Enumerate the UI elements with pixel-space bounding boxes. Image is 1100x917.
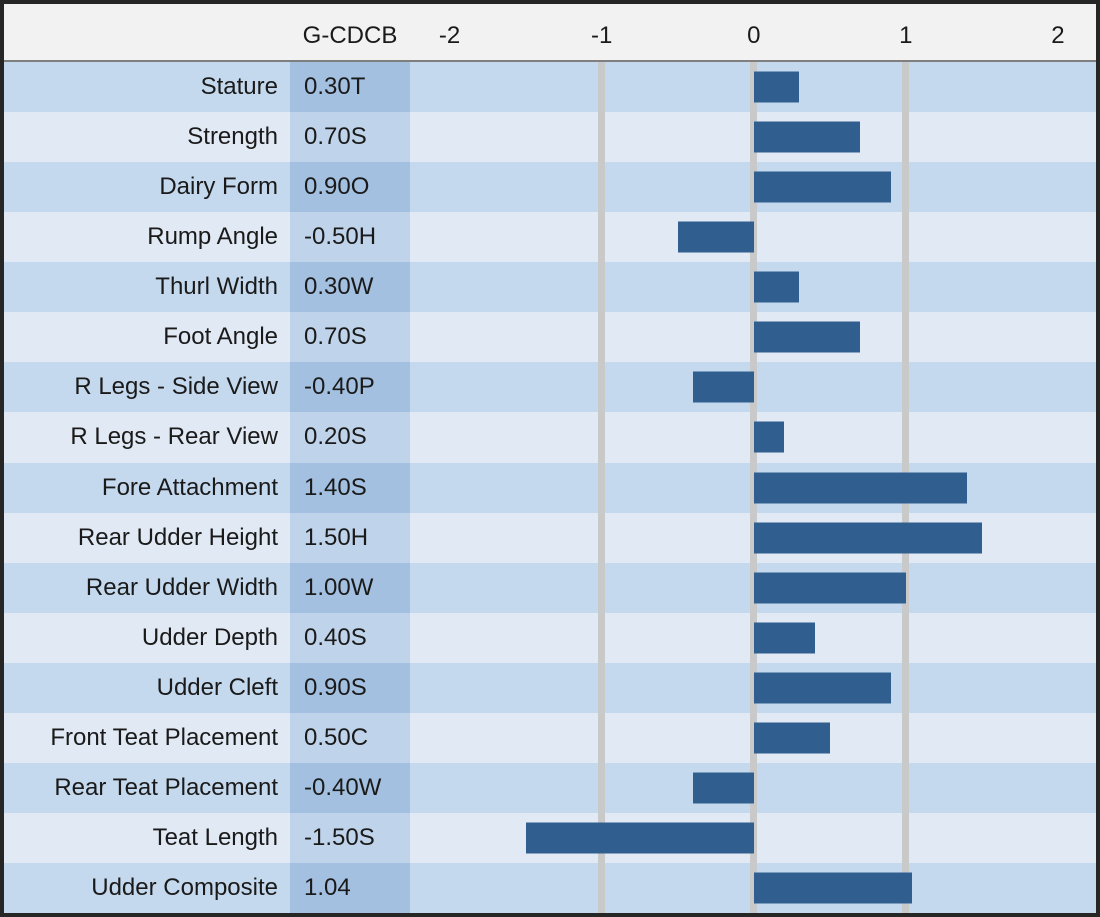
bar-track bbox=[410, 612, 1096, 663]
trait-value: 0.90S bbox=[290, 662, 410, 713]
trait-label: Udder Cleft bbox=[4, 662, 290, 713]
trait-bar bbox=[753, 321, 861, 353]
trait-bar bbox=[753, 522, 982, 554]
x-tick-label: 2 bbox=[1051, 22, 1065, 49]
trait-value: 1.40S bbox=[290, 462, 410, 513]
trait-bar bbox=[753, 672, 891, 704]
table-row: Foot Angle 0.70S bbox=[4, 312, 1096, 363]
trait-bar bbox=[753, 421, 785, 453]
trait-bar bbox=[753, 622, 815, 654]
x-tick-label: -2 bbox=[438, 22, 461, 49]
trait-bar bbox=[753, 722, 830, 754]
table-row: Udder Composite 1.04 bbox=[4, 863, 1096, 913]
trait-bar bbox=[753, 71, 800, 103]
trait-value: 1.50H bbox=[290, 512, 410, 563]
trait-value: 0.40S bbox=[290, 612, 410, 663]
trait-label: Rump Angle bbox=[4, 212, 290, 263]
bar-track bbox=[410, 362, 1096, 413]
bar-track bbox=[410, 812, 1096, 863]
table-row: Dairy Form 0.90O bbox=[4, 162, 1096, 213]
trait-label: Teat Length bbox=[4, 812, 290, 863]
bar-track bbox=[410, 762, 1096, 813]
bar-track bbox=[410, 162, 1096, 213]
trait-bar bbox=[692, 772, 754, 804]
trait-label: Udder Composite bbox=[4, 863, 290, 913]
trait-bar bbox=[753, 171, 891, 203]
trait-label: Foot Angle bbox=[4, 312, 290, 363]
trait-bar bbox=[753, 572, 906, 604]
x-tick-label: 0 bbox=[747, 22, 761, 49]
trait-label: Front Teat Placement bbox=[4, 712, 290, 763]
bar-track bbox=[410, 312, 1096, 363]
trait-value: 1.04 bbox=[290, 863, 410, 913]
table-row: Udder Depth 0.40S bbox=[4, 612, 1096, 663]
trait-label: Rear Udder Height bbox=[4, 512, 290, 563]
bar-track bbox=[410, 262, 1096, 313]
trait-value: 0.30W bbox=[290, 262, 410, 313]
table-row: Teat Length -1.50S bbox=[4, 812, 1096, 863]
bar-track bbox=[410, 62, 1096, 113]
table-row: Rear Teat Placement -0.40W bbox=[4, 762, 1096, 813]
trait-label: Fore Attachment bbox=[4, 462, 290, 513]
value-column-header: G-CDCB bbox=[302, 22, 398, 49]
bar-track bbox=[410, 412, 1096, 463]
trait-label: Thurl Width bbox=[4, 262, 290, 313]
trait-value: 0.70S bbox=[290, 312, 410, 363]
table-row: Rear Udder Height 1.50H bbox=[4, 512, 1096, 563]
trait-bar bbox=[753, 872, 912, 904]
trait-value: -0.50H bbox=[290, 212, 410, 263]
x-tick-label: 1 bbox=[899, 22, 913, 49]
bar-track bbox=[410, 863, 1096, 913]
table-row: Rump Angle -0.50H bbox=[4, 212, 1096, 263]
bar-track bbox=[410, 212, 1096, 263]
x-axis: -2 -1 0 1 2 bbox=[410, 4, 1096, 60]
bar-track bbox=[410, 462, 1096, 513]
trait-value: 0.30T bbox=[290, 62, 410, 113]
bar-track bbox=[410, 662, 1096, 713]
bar-track bbox=[410, 512, 1096, 563]
trait-bar bbox=[753, 271, 800, 303]
table-row: Front Teat Placement 0.50C bbox=[4, 712, 1096, 763]
table-row: Stature 0.30T bbox=[4, 62, 1096, 113]
table-row: Thurl Width 0.30W bbox=[4, 262, 1096, 313]
trait-value: -0.40P bbox=[290, 362, 410, 413]
bar-track bbox=[410, 112, 1096, 163]
trait-value: -1.50S bbox=[290, 812, 410, 863]
trait-label: Rear Udder Width bbox=[4, 562, 290, 613]
trait-bar bbox=[753, 472, 967, 504]
trait-label: R Legs - Side View bbox=[4, 362, 290, 413]
trait-bar bbox=[753, 121, 861, 153]
trait-value: 0.20S bbox=[290, 412, 410, 463]
trait-label: Stature bbox=[4, 62, 290, 113]
trait-bar bbox=[525, 822, 754, 854]
trait-value: 0.90O bbox=[290, 162, 410, 213]
trait-value: 0.70S bbox=[290, 112, 410, 163]
bar-track bbox=[410, 562, 1096, 613]
trait-value: 0.50C bbox=[290, 712, 410, 763]
chart-header: G-CDCB -2 -1 0 1 2 bbox=[4, 4, 1096, 62]
table-row: Rear Udder Width 1.00W bbox=[4, 562, 1096, 613]
trait-label: R Legs - Rear View bbox=[4, 412, 290, 463]
table-row: Udder Cleft 0.90S bbox=[4, 662, 1096, 713]
trait-label: Rear Teat Placement bbox=[4, 762, 290, 813]
x-tick-label: -1 bbox=[590, 22, 613, 49]
table-row: Strength 0.70S bbox=[4, 112, 1096, 163]
table-row: R Legs - Side View -0.40P bbox=[4, 362, 1096, 413]
table-row: R Legs - Rear View 0.20S bbox=[4, 412, 1096, 463]
trait-bar bbox=[677, 221, 754, 253]
trait-value: 1.00W bbox=[290, 562, 410, 613]
trait-bar bbox=[692, 371, 754, 403]
table-row: Fore Attachment 1.40S bbox=[4, 462, 1096, 513]
chart-body: Stature 0.30T Strength 0.70S Dairy Form 0.90O… bbox=[4, 62, 1096, 913]
trait-value: -0.40W bbox=[290, 762, 410, 813]
trait-label: Strength bbox=[4, 112, 290, 163]
trait-label: Dairy Form bbox=[4, 162, 290, 213]
bar-track bbox=[410, 712, 1096, 763]
trait-label: Udder Depth bbox=[4, 612, 290, 663]
